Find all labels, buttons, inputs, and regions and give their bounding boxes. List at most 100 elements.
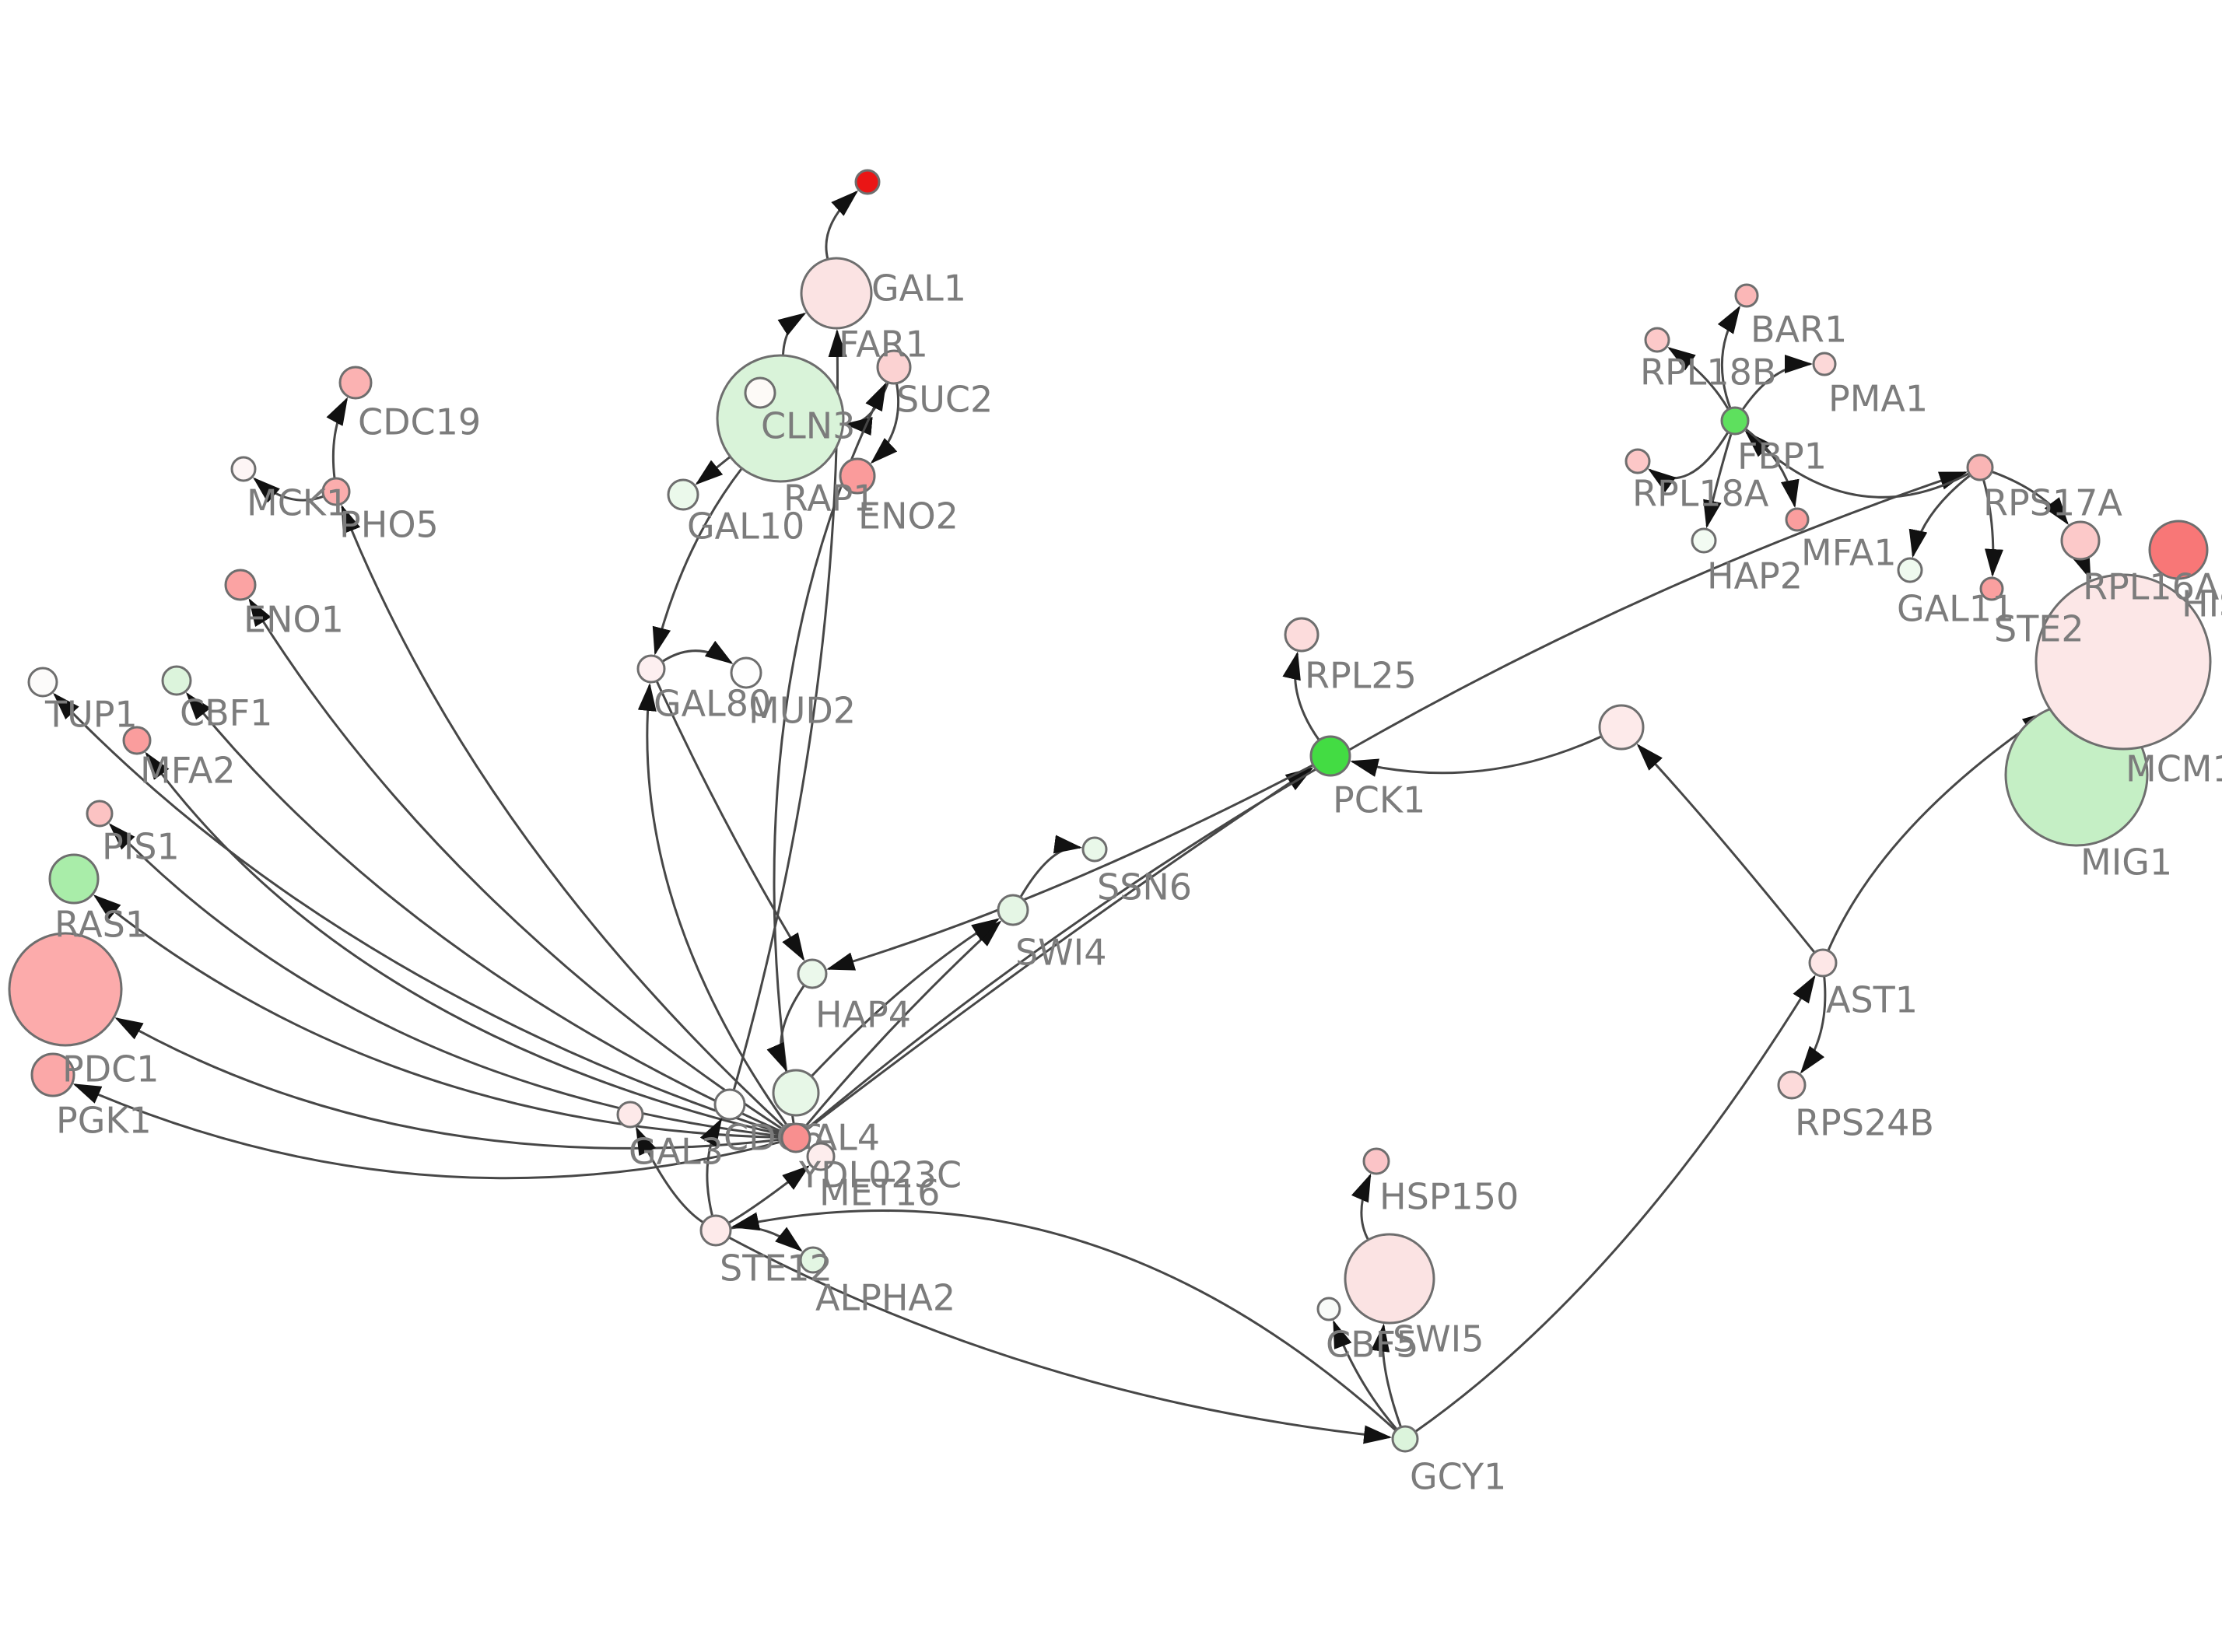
edge-ste12-met16[interactable] [727,1165,810,1224]
node-rpl25[interactable] [1284,617,1320,653]
edge-ydl023c-eno1[interactable] [248,598,785,1132]
node-cdc19[interactable] [338,366,373,400]
node-eno1[interactable] [224,569,257,601]
edge-ast1-unl1[interactable] [1636,744,1816,954]
node-ste2[interactable] [1979,576,2004,601]
node-mfa1[interactable] [1785,507,1810,532]
node-rps17a[interactable] [1966,453,1994,481]
node-ste12[interactable] [699,1214,732,1247]
edge-hap4-gal4[interactable] [766,984,805,1072]
node-his4[interactable] [2148,520,2209,580]
edge-ydl023c-pho5[interactable] [341,504,787,1129]
node-pdc1[interactable] [8,932,123,1047]
node-mud2[interactable] [730,656,762,689]
node-pis1[interactable] [86,800,114,828]
node-gal80[interactable] [636,654,666,684]
node-mcm1[interactable] [2034,573,2212,751]
edge-pho5-cdc19[interactable] [326,397,349,479]
edge-fbp1-bar1[interactable] [1717,305,1741,409]
edge-pck1-rpl25[interactable] [1282,651,1320,741]
node-rpl18a[interactable] [1624,448,1651,474]
edge-ydl023c-cbf1[interactable] [185,691,784,1134]
edge-rps17a-rpl16a[interactable] [1991,471,2069,526]
edge-gcy1-cbf5[interactable] [1333,1320,1398,1430]
edge-suc2-eno2[interactable] [870,383,900,464]
edge-ydl023c-gal80[interactable] [637,682,789,1128]
node-rpl18b[interactable] [1644,327,1670,353]
edge-rap1-gal10[interactable] [695,456,731,485]
node-gal1[interactable] [854,169,881,195]
edge-pho5-mck1[interactable] [253,477,324,503]
node-pck1[interactable] [1309,735,1351,777]
node-ras1[interactable] [48,853,100,905]
node-bar1[interactable] [1734,283,1759,308]
edge-unl1-pck1[interactable] [1350,735,1603,777]
node-gal4[interactable] [772,1069,820,1117]
edge-ydl023c-mfa2[interactable] [145,751,783,1136]
node-ssn6[interactable] [1081,836,1108,863]
node-fbp1[interactable] [1720,406,1750,436]
node-mck1[interactable] [230,456,257,482]
edge-fbp1-pma1[interactable] [1741,355,1813,411]
node-cdc6[interactable] [713,1088,746,1121]
edge-gal4-swi4[interactable] [810,918,1001,1077]
node-rpl16a[interactable] [2060,520,2101,561]
node-unl1[interactable] [1598,704,1645,751]
edge-gal80-mud2[interactable] [661,640,734,664]
edge-gcy1-ast1[interactable] [1414,975,1816,1433]
node-gcy1[interactable] [1391,1425,1419,1453]
edge-swi4-ssn6[interactable] [1019,835,1083,898]
edge-pck1-hap4[interactable] [826,764,1314,971]
edge-ydl023c-tup1[interactable] [53,692,783,1135]
edge-ydl023c-swi4[interactable] [804,920,1002,1129]
edge-fbp1-hap2[interactable] [1703,432,1733,529]
edge-rps17a-gal11[interactable] [1908,474,1971,558]
node-hsp150[interactable] [1362,1147,1390,1175]
node-ydl023c[interactable] [780,1122,811,1153]
node-gal3[interactable] [616,1101,644,1129]
edge-gal80-hap4[interactable] [655,680,805,961]
node-swi5[interactable] [1344,1233,1435,1325]
edge-ydl023c-ras1[interactable] [93,894,783,1139]
edge-far1-gal1[interactable] [825,190,859,260]
node-met16[interactable] [806,1142,836,1171]
node-cbf5[interactable] [1316,1297,1341,1321]
edge-rps17a-ste2[interactable] [1982,478,2003,578]
node-suc2[interactable] [876,349,912,385]
edge-ydl023c-pgk1[interactable] [72,1083,783,1180]
edge-ydl023c-rps17a[interactable] [805,471,1968,1130]
node-hap4[interactable] [797,958,828,989]
node-gal10[interactable] [667,478,699,511]
edge-ydl023c-pis1[interactable] [108,823,783,1138]
node-cbf1[interactable] [161,665,192,696]
node-rps24b[interactable] [1777,1070,1807,1100]
node-cln3[interactable] [744,376,776,409]
edge-fbp1-mfa1[interactable] [1744,428,1800,509]
edge-swi5-hsp150[interactable] [1351,1173,1372,1241]
node-gal11[interactable] [1897,557,1923,583]
node-pma1[interactable] [1812,352,1837,376]
edge-rap1-gal80[interactable] [652,467,743,656]
edge-gcy1-swi5[interactable] [1371,1323,1403,1428]
node-swi4[interactable] [997,894,1029,926]
node-alpha2[interactable] [799,1246,827,1274]
node-pho5[interactable] [321,477,351,506]
edge-fbp1-rpl18b[interactable] [1667,347,1730,411]
node-hap2[interactable] [1691,527,1717,554]
edge-ast1-rps24b[interactable] [1800,975,1827,1074]
node-tup1[interactable] [27,667,58,698]
edge-ast1-mcm1[interactable] [1827,711,2051,951]
edge-ste12-cdc6[interactable] [699,1118,723,1216]
node-mfa2[interactable] [122,726,152,755]
edge-ydl023c-pdc1[interactable] [114,1017,783,1150]
edge-gcy1-ste12[interactable] [731,1209,1397,1432]
node-ast1[interactable] [1808,948,1838,978]
node-pgk1[interactable] [30,1052,75,1097]
edge-ste12-gal3[interactable] [636,1126,704,1224]
edge-rap1-far1[interactable] [777,312,807,356]
node-eno2[interactable] [839,457,876,495]
edge-ste12-gcy1[interactable] [728,1236,1393,1444]
node-far1[interactable] [800,257,873,330]
edge-fbp1-rpl18a[interactable] [1647,431,1730,493]
